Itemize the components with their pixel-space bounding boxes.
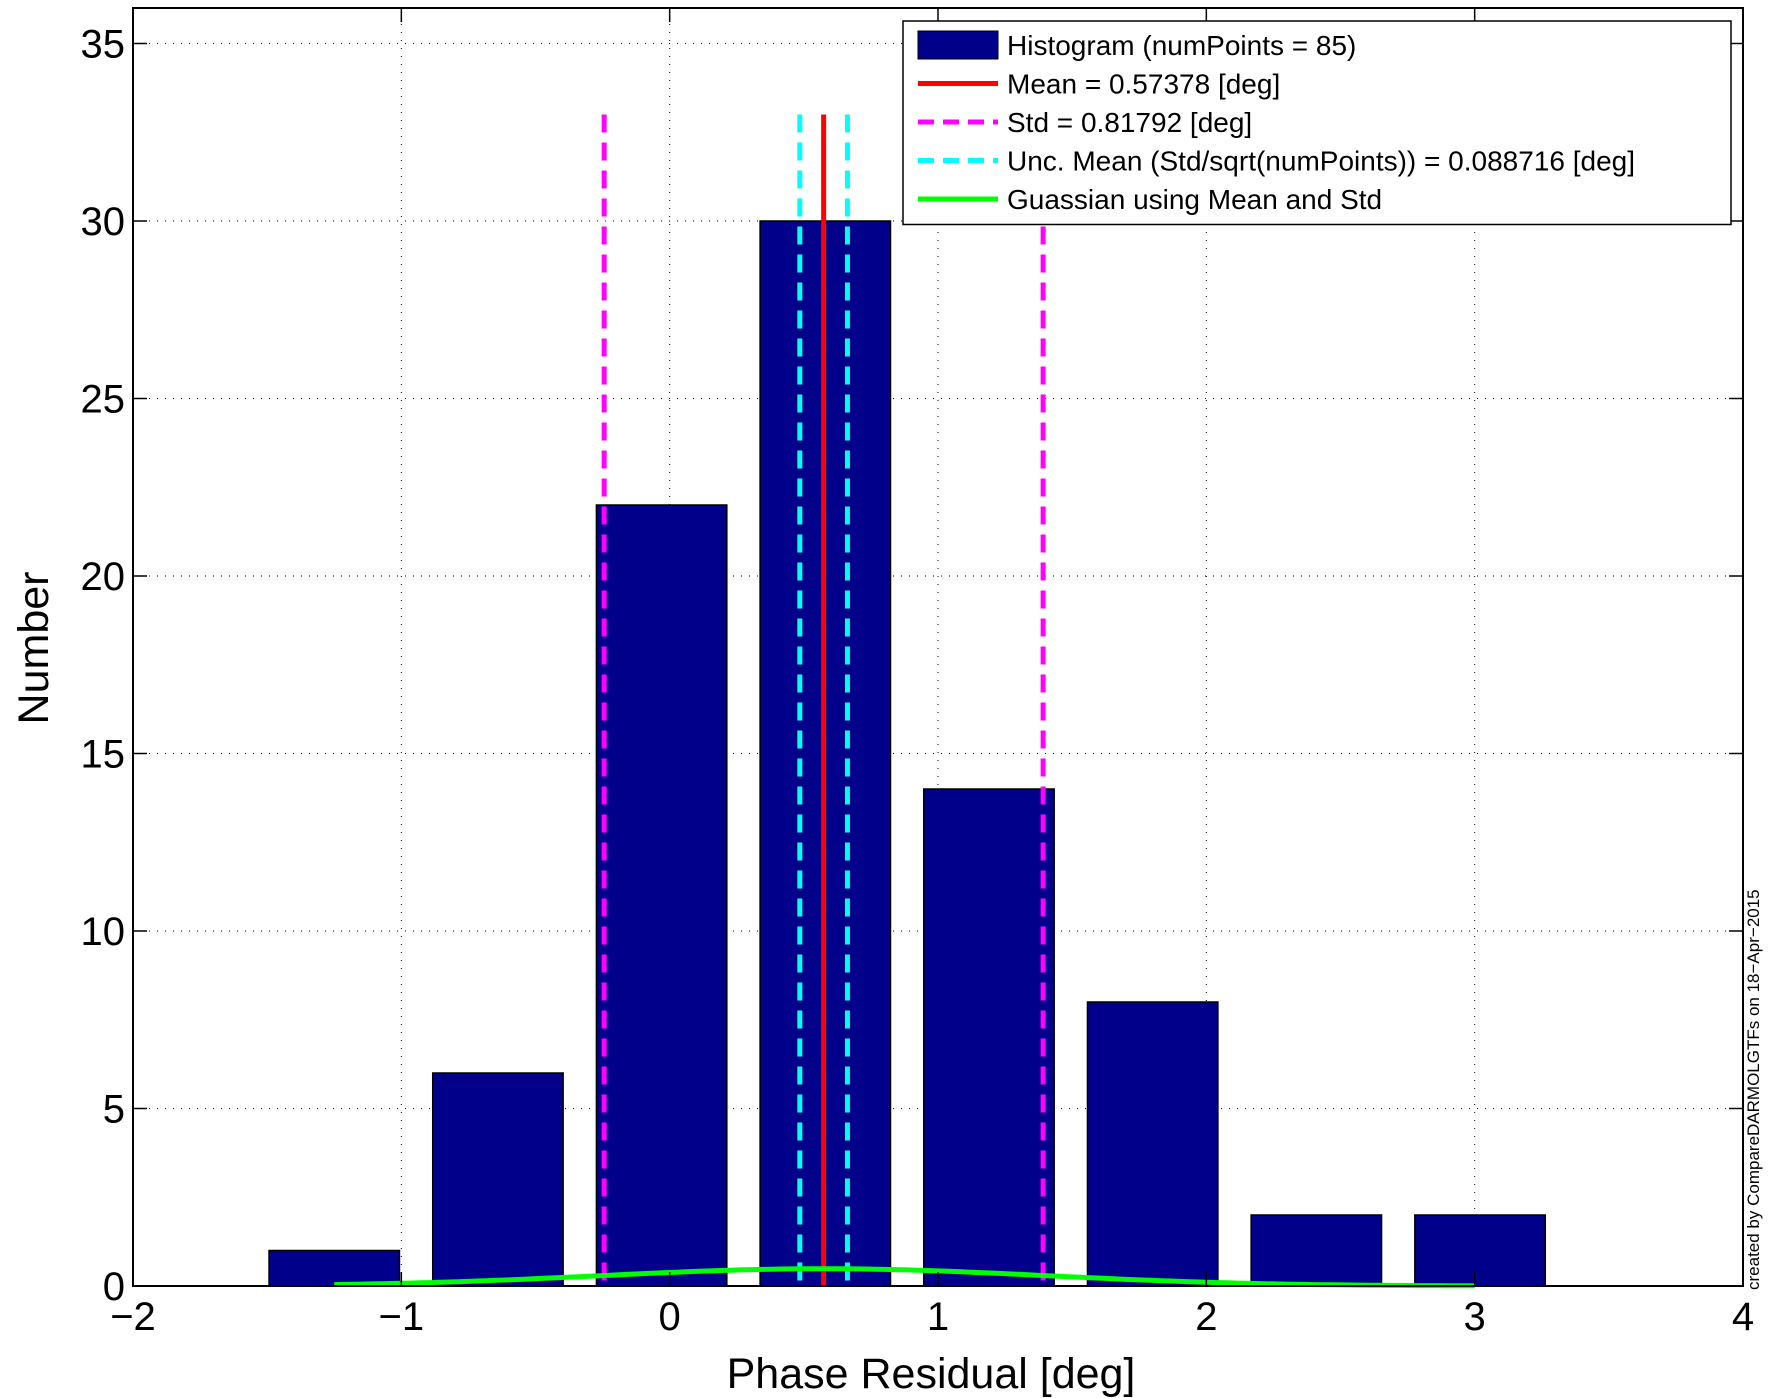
y-tick-label: 25 [81,378,126,422]
histogram-bar [431,1072,564,1287]
histogram-bar [595,504,728,1287]
legend-entry-label: Guassian using Mean and Std [1007,184,1382,215]
histogram-bar [1250,1214,1383,1287]
y-tick-label: 15 [81,733,126,777]
x-tick-label: −1 [379,1295,425,1339]
y-axis-label: Number [10,572,58,725]
histogram-bar [268,1249,401,1287]
y-tick-label: 10 [81,910,126,954]
y-tick-label: 30 [81,200,126,244]
legend-swatch-histogram [917,30,999,60]
legend-entry-label: Std = 0.81792 [deg] [1007,107,1252,138]
x-tick-label: −2 [110,1295,156,1339]
legend-box [902,20,1732,226]
x-tick-label: 2 [1195,1295,1217,1339]
histogram-bar [1086,1001,1219,1287]
x-tick-label: 1 [927,1295,949,1339]
x-tick-label: 0 [659,1295,681,1339]
x-axis-label: Phase Residual [deg] [727,1350,1136,1398]
y-tick-label: 0 [103,1265,125,1309]
statistic-lines [334,114,1475,1289]
gaussian-curve [334,1266,1475,1289]
y-tick-label: 5 [103,1088,125,1132]
x-tick-label: 3 [1464,1295,1486,1339]
tick-labels: −2 −1 0 1 2 3 4 0 5 10 15 20 25 30 35 [81,23,1755,1340]
legend: Histogram (numPoints = 85) Mean = 0.57378… [902,20,1732,226]
axes-frame [132,7,1744,1287]
x-tick-label: 4 [1732,1295,1754,1339]
histogram-bar [923,788,1055,1287]
legend-entry-label: Mean = 0.57378 [deg] [1007,69,1280,100]
credit-text: created by CompareDARMOLGTFs on 18−Apr−2… [1744,889,1763,1290]
y-tick-label: 20 [81,555,126,599]
legend-entry-label: Unc. Mean (Std/sqrt(numPoints)) = 0.0887… [1007,146,1635,177]
legend-entry-label: Histogram (numPoints = 85) [1007,30,1356,61]
histogram-bar [1414,1214,1546,1287]
y-tick-label: 35 [81,23,126,67]
